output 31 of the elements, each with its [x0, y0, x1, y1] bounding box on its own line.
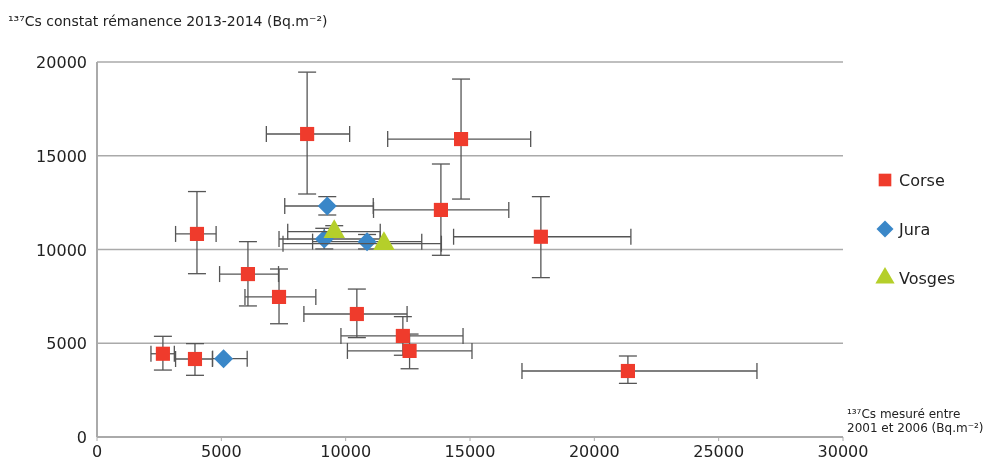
- point: [240, 266, 256, 282]
- point: [620, 363, 635, 379]
- point: [300, 126, 315, 142]
- legend-label: Corse: [899, 171, 945, 190]
- y-tick-label: 10000: [36, 240, 87, 260]
- x-tick-label: 5000: [200, 442, 242, 461]
- x-tick-label: 15000: [444, 442, 496, 461]
- x-tick-label: 20000: [568, 442, 620, 461]
- x-tick-label: 0: [91, 442, 103, 461]
- point: [214, 349, 234, 369]
- point: [271, 289, 287, 305]
- x-tick-label: 30000: [817, 442, 869, 461]
- x-axis-title: ¹³⁷Cs mesuré entre 2001 et 2006 (Bq.m⁻²): [847, 407, 984, 435]
- x-tick-label: 10000: [320, 442, 372, 461]
- point: [155, 346, 170, 361]
- point: [189, 226, 205, 242]
- point: [402, 343, 417, 359]
- point: [349, 306, 364, 322]
- y-axis-title: ¹³⁷Cs constat rémanence 2013-2014 (Bq.m⁻²): [8, 13, 328, 29]
- y-tick-label: 15000: [36, 146, 87, 166]
- legend-label: Vosges: [899, 269, 956, 288]
- x-tick-label: 25000: [693, 442, 745, 461]
- legend-label: Jura: [898, 220, 931, 239]
- point: [453, 131, 469, 147]
- y-tick-label: 20000: [36, 53, 87, 72]
- point: [433, 202, 448, 218]
- y-tick-label: 0: [76, 428, 87, 447]
- y-tick-label: 5000: [46, 334, 87, 354]
- point: [533, 229, 548, 244]
- point: [187, 351, 203, 367]
- point: [395, 328, 410, 344]
